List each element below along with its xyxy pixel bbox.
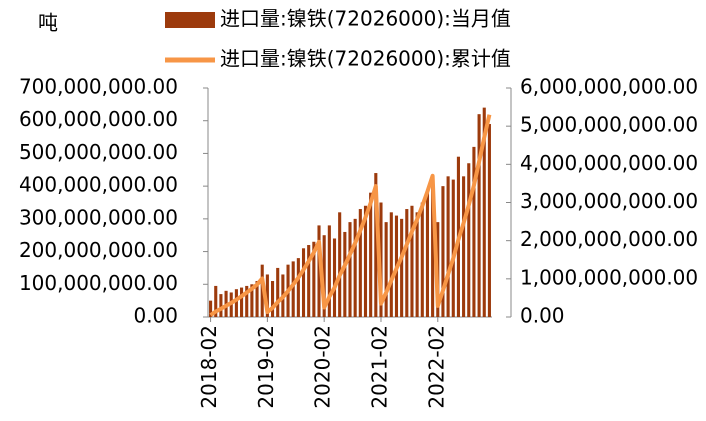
bar: [276, 267, 280, 317]
bar: [389, 212, 393, 317]
bar: [307, 245, 311, 317]
bar: [250, 284, 254, 317]
bar: [462, 176, 466, 317]
bar: [234, 289, 238, 317]
bar: [301, 248, 306, 317]
legend-swatch: [165, 12, 215, 28]
bar: [270, 281, 275, 317]
bar: [482, 107, 486, 317]
y-tick-label: 600,000,000.00: [19, 107, 178, 131]
y2-tick-label: 3,000,000,000.00: [520, 189, 698, 213]
bar: [400, 218, 404, 317]
bar: [472, 146, 476, 317]
y-tick-label: 100,000,000.00: [19, 271, 178, 295]
y-tick-label: 300,000,000.00: [19, 205, 178, 229]
bar: [405, 209, 409, 317]
bar: [410, 205, 414, 317]
bar: [338, 212, 342, 317]
bar: [425, 192, 430, 317]
y2-tick-label: 6,000,000,000.00: [520, 75, 698, 99]
bar: [374, 173, 378, 317]
bar: [209, 300, 213, 317]
y2-tick-label: 5,000,000,000.00: [520, 113, 698, 137]
bar: [415, 212, 419, 317]
bar: [353, 218, 357, 317]
unit-label: 吨: [38, 11, 58, 35]
y2-tick-label: 4,000,000,000.00: [520, 151, 698, 175]
bar: [327, 225, 331, 317]
bar: [343, 231, 347, 317]
line: [209, 114, 492, 317]
bar: [420, 202, 424, 317]
y2-tick-label: 1,000,000,000.00: [520, 265, 698, 289]
y-tick-label: 400,000,000.00: [19, 173, 178, 197]
legend-label: 进口量:镍铁(72026000):累计值: [220, 47, 511, 71]
bar: [358, 209, 362, 317]
x-tick-label: 2022-02: [424, 325, 448, 409]
bar: [214, 285, 218, 317]
bar: [451, 179, 455, 317]
bar: [322, 235, 326, 317]
bar: [265, 274, 269, 317]
bar: [332, 238, 337, 317]
bar: [487, 123, 491, 317]
bar: [431, 182, 435, 317]
bar: [477, 114, 481, 318]
y-tick-label: 500,000,000.00: [19, 140, 178, 164]
bar: [245, 285, 249, 317]
bar: [369, 192, 373, 317]
y-tick-label: 0.00: [133, 304, 178, 328]
y2-tick-label: 0.00: [520, 304, 565, 328]
x-tick-label: 2020-02: [311, 325, 335, 409]
y-tick-label: 700,000,000.00: [19, 75, 178, 99]
bar: [291, 261, 295, 317]
x-tick-label: 2021-02: [367, 325, 391, 409]
bar: [467, 163, 471, 317]
x-tick-label: 2019-02: [254, 325, 278, 409]
bar: [255, 281, 259, 317]
x-tick-label: 2018-02: [197, 325, 221, 409]
bar: [240, 287, 244, 317]
bar: [317, 225, 321, 317]
y2-tick-label: 2,000,000,000.00: [520, 227, 698, 251]
bar: [441, 186, 445, 317]
y-tick-label: 200,000,000.00: [19, 238, 178, 262]
bar: [446, 176, 450, 317]
bar: [348, 222, 352, 317]
bar: [363, 205, 368, 317]
legend-label: 进口量:镍铁(72026000):当月值: [220, 7, 511, 31]
bar: [312, 241, 316, 317]
bar: [296, 258, 300, 317]
bar: [219, 294, 223, 317]
bar: [384, 222, 388, 317]
